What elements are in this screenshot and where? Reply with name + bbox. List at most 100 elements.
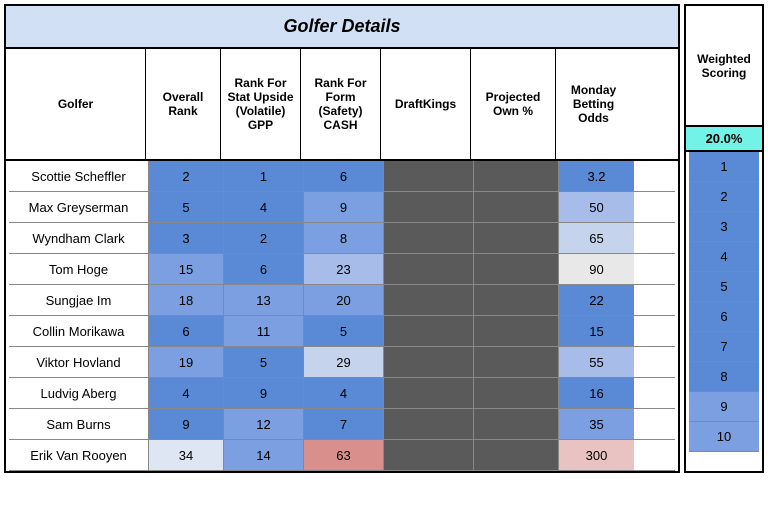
- cash-cell: 7: [304, 409, 384, 439]
- odds-cell: 90: [559, 254, 634, 284]
- golfer-name-cell: Ludvig Aberg: [9, 378, 149, 408]
- weighted-cell: 2: [689, 182, 759, 212]
- golfer-name-cell: Tom Hoge: [9, 254, 149, 284]
- gpp-cell: 14: [224, 440, 304, 470]
- cash-cell: 8: [304, 223, 384, 253]
- projected-own-cell: [474, 316, 559, 346]
- odds-cell: 16: [559, 378, 634, 408]
- side-body: 12345678910: [686, 152, 762, 452]
- table-row: Sam Burns9127 35: [9, 409, 675, 440]
- projected-own-cell: [474, 378, 559, 408]
- gpp-cell: 13: [224, 285, 304, 315]
- draftkings-cell: [384, 440, 474, 470]
- golfer-name-cell: Wyndham Clark: [9, 223, 149, 253]
- col-cash: Rank For Form (Safety) CASH: [301, 49, 381, 159]
- projected-own-cell: [474, 285, 559, 315]
- col-overall: Overall Rank: [146, 49, 221, 159]
- overall-cell: 3: [149, 223, 224, 253]
- cash-cell: 63: [304, 440, 384, 470]
- projected-own-cell: [474, 254, 559, 284]
- cash-cell: 23: [304, 254, 384, 284]
- golfer-name-cell: Sungjae Im: [9, 285, 149, 315]
- projected-own-cell: [474, 161, 559, 191]
- draftkings-cell: [384, 378, 474, 408]
- overall-cell: 5: [149, 192, 224, 222]
- table-row: Collin Morikawa6115 15: [9, 316, 675, 347]
- odds-cell: 50: [559, 192, 634, 222]
- draftkings-cell: [384, 192, 474, 222]
- weighted-cell: 3: [689, 212, 759, 242]
- gpp-cell: 1: [224, 161, 304, 191]
- overall-cell: 4: [149, 378, 224, 408]
- gpp-cell: 6: [224, 254, 304, 284]
- gpp-cell: 2: [224, 223, 304, 253]
- col-odds: Monday Betting Odds: [556, 49, 631, 159]
- cash-cell: 9: [304, 192, 384, 222]
- gpp-cell: 5: [224, 347, 304, 377]
- overall-cell: 18: [149, 285, 224, 315]
- projected-own-cell: [474, 409, 559, 439]
- projected-own-cell: [474, 440, 559, 470]
- overall-cell: 19: [149, 347, 224, 377]
- draftkings-cell: [384, 285, 474, 315]
- table-row: Scottie Scheffler216 3.2: [9, 161, 675, 192]
- draftkings-cell: [384, 223, 474, 253]
- col-draftkings: DraftKings: [381, 49, 471, 159]
- odds-cell: 55: [559, 347, 634, 377]
- golfer-name-cell: Sam Burns: [9, 409, 149, 439]
- golfer-name-cell: Max Greyserman: [9, 192, 149, 222]
- weighted-cell: 8: [689, 362, 759, 392]
- table-row: Ludvig Aberg49416: [9, 378, 675, 409]
- weighted-cell: 5: [689, 272, 759, 302]
- odds-cell: 65: [559, 223, 634, 253]
- table-row: Tom Hoge15623 90: [9, 254, 675, 285]
- table-row: Max Greyserman549 50: [9, 192, 675, 223]
- draftkings-cell: [384, 347, 474, 377]
- table-body: Scottie Scheffler2163.2Max Greyserman549…: [6, 161, 678, 471]
- gpp-cell: 9: [224, 378, 304, 408]
- golfer-name-cell: Scottie Scheffler: [9, 161, 149, 191]
- col-gpp: Rank For Stat Upside (Volatile) GPP: [221, 49, 301, 159]
- odds-cell: 35: [559, 409, 634, 439]
- cash-cell: 29: [304, 347, 384, 377]
- cash-cell: 20: [304, 285, 384, 315]
- odds-cell: 3.2: [559, 161, 634, 191]
- overall-cell: 6: [149, 316, 224, 346]
- table-row: Viktor Hovland1952955: [9, 347, 675, 378]
- cash-cell: 6: [304, 161, 384, 191]
- gpp-cell: 4: [224, 192, 304, 222]
- golfer-name-cell: Erik Van Rooyen: [9, 440, 149, 470]
- overall-cell: 34: [149, 440, 224, 470]
- weighted-cell: 7: [689, 332, 759, 362]
- weighted-cell: 9: [689, 392, 759, 422]
- gpp-cell: 11: [224, 316, 304, 346]
- table-row: Erik Van Rooyen341463 300: [9, 440, 675, 471]
- golfer-name-cell: Collin Morikawa: [9, 316, 149, 346]
- draftkings-cell: [384, 316, 474, 346]
- table-row: Wyndham Clark328 65: [9, 223, 675, 254]
- side-header: Weighted Scoring: [686, 6, 762, 126]
- side-weight: 20.0%: [686, 126, 762, 152]
- gpp-cell: 12: [224, 409, 304, 439]
- odds-cell: 15: [559, 316, 634, 346]
- weighted-cell: 10: [689, 422, 759, 452]
- overall-cell: 15: [149, 254, 224, 284]
- overall-cell: 2: [149, 161, 224, 191]
- draftkings-cell: [384, 161, 474, 191]
- odds-cell: 300: [559, 440, 634, 470]
- table-title: Golfer Details: [6, 6, 678, 49]
- odds-cell: 22: [559, 285, 634, 315]
- side-table: Weighted Scoring 20.0% 12345678910: [684, 4, 764, 473]
- main-table: Golfer Details Golfer Overall Rank Rank …: [4, 4, 680, 473]
- overall-cell: 9: [149, 409, 224, 439]
- col-golfer: Golfer: [6, 49, 146, 159]
- cash-cell: 4: [304, 378, 384, 408]
- cash-cell: 5: [304, 316, 384, 346]
- draftkings-cell: [384, 409, 474, 439]
- table-row: Sungjae Im181320 22: [9, 285, 675, 316]
- header-row: Golfer Overall Rank Rank For Stat Upside…: [6, 49, 678, 161]
- projected-own-cell: [474, 192, 559, 222]
- projected-own-cell: [474, 223, 559, 253]
- weighted-cell: 6: [689, 302, 759, 332]
- weighted-cell: 4: [689, 242, 759, 272]
